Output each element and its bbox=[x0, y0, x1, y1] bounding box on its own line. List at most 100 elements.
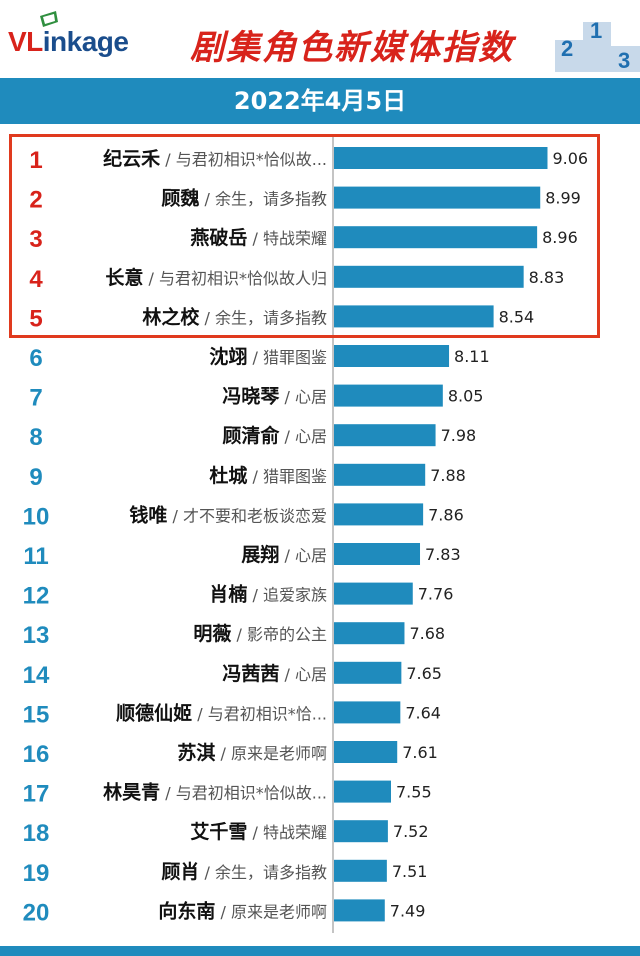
character-name: 展翔 bbox=[241, 543, 279, 566]
rank-number: 8 bbox=[29, 424, 42, 451]
value-label: 7.83 bbox=[425, 545, 461, 564]
character-name: 顾清俞 bbox=[222, 424, 280, 447]
character-name: 冯茜茜 bbox=[222, 662, 279, 685]
drama-title: / 心居 bbox=[279, 665, 327, 684]
value-bar bbox=[334, 899, 385, 922]
rank-number: 15 bbox=[23, 701, 50, 728]
category-label: 林昊青 / 与君初相识*恰似故... bbox=[103, 781, 327, 804]
drama-title: / 原来是老师啊 bbox=[215, 902, 327, 921]
rank-number: 16 bbox=[23, 741, 50, 768]
rank-number: 4 bbox=[29, 266, 43, 293]
character-name: 明薇 bbox=[193, 622, 231, 645]
category-label: 艾千雪 / 特战荣耀 bbox=[190, 821, 327, 843]
podium-digit-2: 2 bbox=[561, 36, 573, 61]
value-bar bbox=[334, 463, 426, 486]
character-name: 杜城 bbox=[209, 464, 247, 487]
value-label: 7.76 bbox=[418, 585, 454, 604]
drama-title: / 余生，请多指教 bbox=[199, 863, 327, 882]
category-label: 长意 / 与君初相识*恰似故人归 bbox=[105, 266, 327, 289]
drama-title: / 影帝的公主 bbox=[231, 625, 327, 644]
value-bar bbox=[334, 543, 421, 565]
value-label: 8.83 bbox=[529, 268, 565, 287]
drama-title: / 心居 bbox=[279, 546, 327, 565]
page-title: 剧集角色新媒体指数 bbox=[190, 28, 514, 68]
value-label: 7.68 bbox=[409, 624, 445, 643]
value-label: 7.88 bbox=[430, 466, 466, 485]
value-bar bbox=[334, 305, 494, 328]
value-label: 8.05 bbox=[448, 387, 484, 406]
rank-number: 2 bbox=[29, 187, 42, 214]
value-bar bbox=[334, 147, 548, 169]
drama-title: / 余生，请多指教 bbox=[199, 308, 327, 327]
value-bar bbox=[334, 186, 541, 209]
value-bar bbox=[334, 820, 388, 843]
category-label: 冯茜茜 / 心居 bbox=[222, 662, 327, 685]
category-label: 钱唯 / 才不要和老板谈恋爱 bbox=[129, 503, 327, 526]
value-label: 7.49 bbox=[390, 901, 426, 920]
value-label: 7.64 bbox=[405, 703, 441, 722]
drama-title: / 心居 bbox=[279, 427, 327, 446]
character-name: 钱唯 bbox=[129, 503, 167, 526]
rank-number: 19 bbox=[23, 860, 50, 887]
drama-title: / 与君初相识*恰似故人归 bbox=[143, 269, 327, 288]
logo-vl-text: VL bbox=[8, 26, 43, 57]
character-name: 燕破岳 bbox=[190, 226, 247, 249]
podium-digit-1: 1 bbox=[590, 18, 602, 43]
character-name: 顾肖 bbox=[161, 860, 199, 883]
rank-number: 6 bbox=[29, 345, 42, 372]
category-label: 林之校 / 余生，请多指教 bbox=[142, 305, 327, 328]
drama-title: / 原来是老师啊 bbox=[215, 744, 327, 763]
footer-bar bbox=[0, 946, 640, 956]
vlinkage-logo: VLinkage bbox=[8, 26, 129, 58]
character-name: 顺德仙姬 bbox=[116, 701, 192, 724]
podium-digit-3: 3 bbox=[618, 48, 630, 72]
category-label: 展翔 / 心居 bbox=[241, 543, 327, 566]
value-label: 8.54 bbox=[499, 307, 535, 326]
ranking-bar-chart: 1 纪云禾 / 与君初相识*恰似故... 9.06 2 顾魏 / 余生，请多指教 8.99… bbox=[23, 136, 588, 933]
value-label: 8.11 bbox=[454, 347, 490, 366]
value-label: 7.86 bbox=[428, 505, 464, 524]
drama-title: / 与君初相识*恰似故... bbox=[160, 784, 327, 803]
character-name: 林昊青 bbox=[103, 781, 160, 804]
value-label: 8.99 bbox=[545, 189, 581, 208]
category-label: 肖楠 / 追爱家族 bbox=[209, 583, 327, 606]
drama-title: / 余生，请多指教 bbox=[199, 190, 327, 209]
value-bar bbox=[334, 701, 401, 724]
rank-number: 13 bbox=[23, 622, 50, 649]
value-label: 7.51 bbox=[392, 862, 428, 881]
value-label: 7.98 bbox=[441, 426, 477, 445]
header: VLinkage 剧集角色新媒体指数 2 1 3 bbox=[0, 0, 640, 78]
category-label: 顾肖 / 余生，请多指教 bbox=[161, 860, 327, 883]
rank-number: 10 bbox=[23, 503, 50, 530]
character-name: 顾魏 bbox=[161, 187, 199, 210]
character-name: 艾千雪 bbox=[190, 821, 247, 843]
rank-number: 3 bbox=[29, 226, 42, 253]
character-name: 纪云禾 bbox=[103, 147, 160, 170]
drama-title: / 才不要和老板谈恋爱 bbox=[167, 506, 327, 525]
value-bar bbox=[334, 226, 538, 249]
value-bar bbox=[334, 741, 398, 763]
value-bar bbox=[334, 622, 405, 645]
rank-number: 9 bbox=[29, 464, 42, 491]
rank-number: 5 bbox=[29, 305, 42, 332]
podium-icon: 2 1 3 bbox=[555, 18, 640, 72]
category-label: 顾清俞 / 心居 bbox=[222, 424, 327, 447]
rank-number: 18 bbox=[23, 820, 50, 847]
rank-number: 11 bbox=[23, 543, 48, 570]
rank-number: 14 bbox=[23, 662, 50, 689]
value-label: 7.55 bbox=[396, 783, 432, 802]
date-banner: 2022年4月5日 bbox=[0, 78, 640, 124]
category-label: 冯晓琴 / 心居 bbox=[222, 386, 327, 408]
value-bar bbox=[334, 503, 424, 526]
value-bar bbox=[334, 345, 450, 367]
rank-number: 20 bbox=[23, 899, 50, 926]
value-bar bbox=[334, 859, 387, 882]
category-label: 燕破岳 / 特战荣耀 bbox=[190, 226, 327, 249]
category-label: 向东南 / 原来是老师啊 bbox=[158, 899, 327, 922]
drama-title: / 与君初相识*恰... bbox=[192, 704, 327, 723]
character-name: 沈翊 bbox=[209, 345, 247, 368]
value-bar bbox=[334, 424, 436, 447]
value-bar bbox=[334, 780, 391, 803]
drama-title: / 心居 bbox=[279, 388, 327, 407]
drama-title: / 猎罪图鉴 bbox=[247, 348, 327, 367]
